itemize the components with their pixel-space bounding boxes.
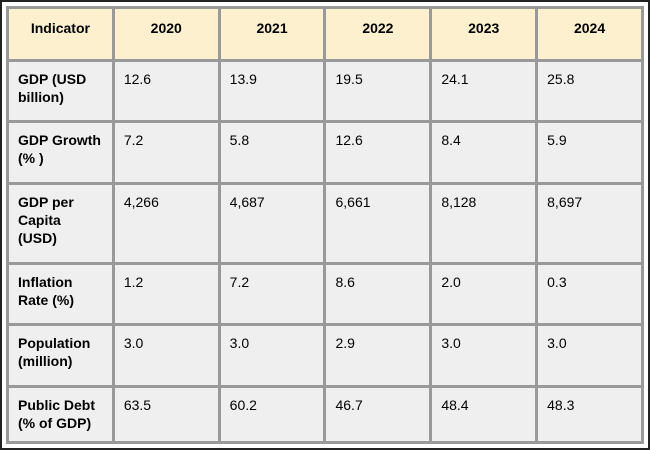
cell-inflation-2021: 7.2 bbox=[217, 261, 327, 326]
cell-population-2021: 3.0 bbox=[217, 322, 327, 388]
cell-gdp-2023: 24.1 bbox=[429, 59, 539, 123]
cell-inflation-2024: 0.3 bbox=[535, 261, 644, 326]
column-header-2024: 2024 bbox=[535, 6, 644, 62]
table-row-gdp-growth: GDP Growth (% ) 7.2 5.8 12.6 8.4 5.9 bbox=[6, 119, 644, 185]
row-label-population: Population (million) bbox=[6, 322, 115, 388]
row-label-gdp-growth: GDP Growth (% ) bbox=[6, 119, 115, 185]
cell-capita-2023: 8,128 bbox=[429, 181, 539, 265]
row-label-gdp-per-capita: GDP per Capita (USD) bbox=[6, 181, 115, 265]
cell-gdp-2021: 13.9 bbox=[217, 59, 327, 123]
cell-capita-2021: 4,687 bbox=[217, 181, 327, 265]
cell-debt-2022: 46.7 bbox=[323, 384, 433, 445]
cell-debt-2020: 63.5 bbox=[111, 384, 221, 445]
header-row: Indicator 2020 2021 2022 2023 2024 bbox=[6, 6, 644, 62]
cell-gdp-2024: 25.8 bbox=[535, 59, 644, 123]
cell-capita-2024: 8,697 bbox=[535, 181, 644, 265]
row-label-public-debt: Public Debt (% of GDP) bbox=[6, 384, 115, 445]
row-label-inflation: Inflation Rate (%) bbox=[6, 261, 115, 326]
cell-growth-2022: 12.6 bbox=[323, 119, 433, 185]
table-row-public-debt: Public Debt (% of GDP) 63.5 60.2 46.7 48… bbox=[6, 384, 644, 445]
column-header-2021: 2021 bbox=[217, 6, 327, 62]
column-header-indicator: Indicator bbox=[6, 6, 115, 62]
cell-debt-2021: 60.2 bbox=[217, 384, 327, 445]
table-row-population: Population (million) 3.0 3.0 2.9 3.0 3.0 bbox=[6, 322, 644, 388]
table-row-inflation: Inflation Rate (%) 1.2 7.2 8.6 2.0 0.3 bbox=[6, 261, 644, 326]
column-header-2022: 2022 bbox=[323, 6, 433, 62]
indicators-table: Indicator 2020 2021 2022 2023 2024 GDP (… bbox=[6, 6, 644, 445]
table-row-gdp: GDP (USD billion) 12.6 13.9 19.5 24.1 25… bbox=[6, 59, 644, 123]
row-label-gdp: GDP (USD billion) bbox=[6, 59, 115, 123]
cell-capita-2022: 6,661 bbox=[323, 181, 433, 265]
cell-growth-2020: 7.2 bbox=[111, 119, 221, 185]
cell-population-2023: 3.0 bbox=[429, 322, 539, 388]
cell-debt-2023: 48.4 bbox=[429, 384, 539, 445]
cell-growth-2021: 5.8 bbox=[217, 119, 327, 185]
cell-inflation-2022: 8.6 bbox=[323, 261, 433, 326]
cell-gdp-2022: 19.5 bbox=[323, 59, 433, 123]
cell-population-2022: 2.9 bbox=[323, 322, 433, 388]
cell-population-2020: 3.0 bbox=[111, 322, 221, 388]
cell-growth-2023: 8.4 bbox=[429, 119, 539, 185]
cell-debt-2024: 48.3 bbox=[535, 384, 644, 445]
cell-inflation-2023: 2.0 bbox=[429, 261, 539, 326]
cell-inflation-2020: 1.2 bbox=[111, 261, 221, 326]
cell-capita-2020: 4,266 bbox=[111, 181, 221, 265]
column-header-2020: 2020 bbox=[111, 6, 221, 62]
cell-gdp-2020: 12.6 bbox=[111, 59, 221, 123]
cell-population-2024: 3.0 bbox=[535, 322, 644, 388]
table-row-gdp-per-capita: GDP per Capita (USD) 4,266 4,687 6,661 8… bbox=[6, 181, 644, 265]
cell-growth-2024: 5.9 bbox=[535, 119, 644, 185]
column-header-2023: 2023 bbox=[429, 6, 539, 62]
